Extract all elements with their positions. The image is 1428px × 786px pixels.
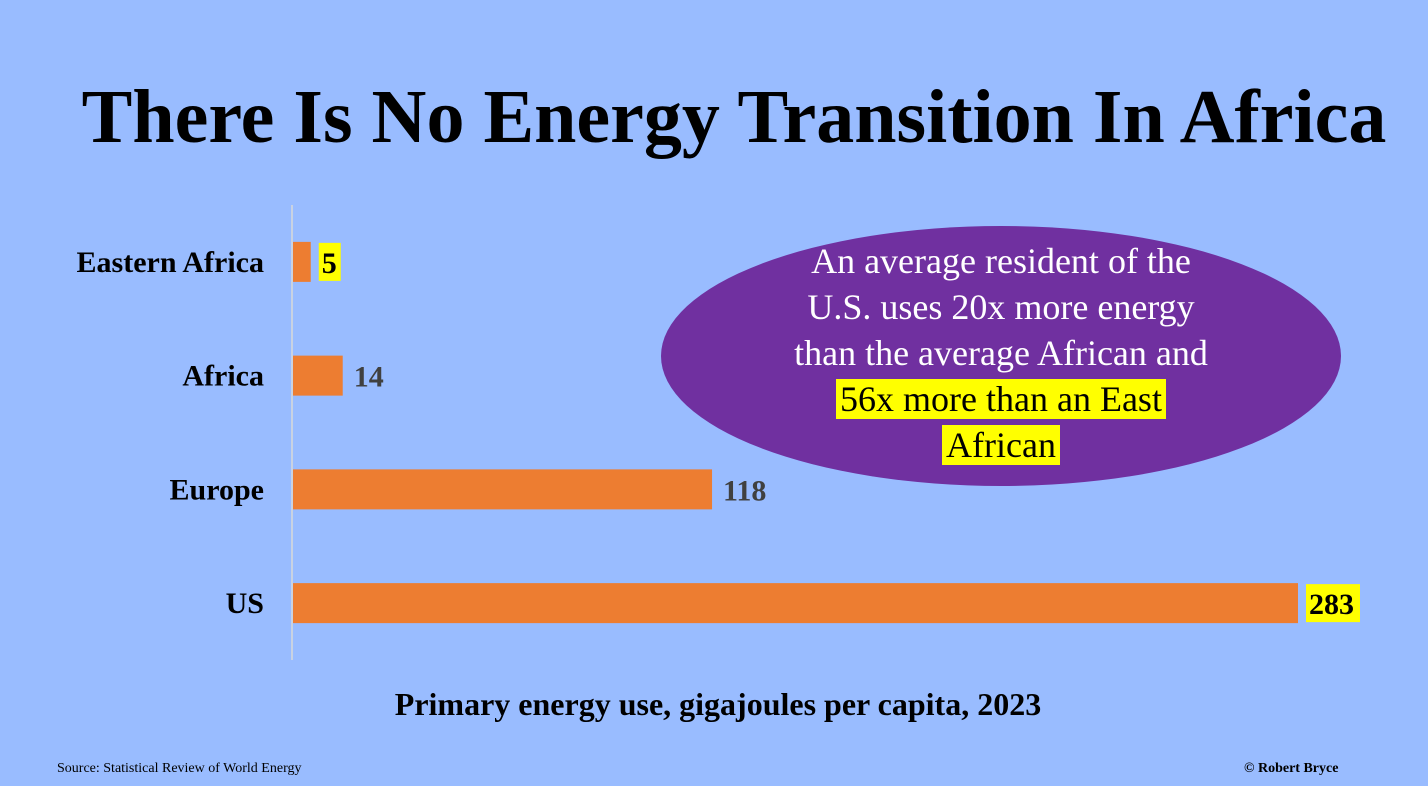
- category-label: US: [226, 587, 264, 620]
- category-label: Eastern Africa: [77, 246, 264, 279]
- copyright-credit: © Robert Bryce: [1244, 761, 1339, 776]
- callout-line-3: than the average African and: [794, 333, 1208, 373]
- bar: [293, 469, 713, 510]
- callout-line-2: U.S. uses 20x more energy: [807, 287, 1195, 327]
- callout-line-4: 56x more than an East: [661, 376, 1341, 422]
- bar: [293, 355, 343, 396]
- bar: [293, 241, 311, 282]
- callout-highlight-1: 56x more than an East: [836, 379, 1166, 419]
- category-label: Africa: [182, 360, 264, 393]
- value-label: 283: [1309, 588, 1354, 621]
- callout-line-5: African: [661, 422, 1341, 468]
- callout-highlight-2: African: [942, 425, 1060, 465]
- value-label-highlight: [318, 242, 341, 281]
- callout-line-1: An average resident of the: [811, 241, 1191, 281]
- value-label: 5: [322, 247, 337, 280]
- value-label: 14: [354, 361, 384, 394]
- value-label: 118: [723, 474, 766, 507]
- category-label: Europe: [170, 473, 264, 506]
- source-note: Source: Statistical Review of World Ener…: [57, 761, 302, 776]
- callout-ellipse: An average resident of the U.S. uses 20x…: [661, 226, 1341, 486]
- value-label-highlight: [1306, 584, 1360, 623]
- x-axis-label: Primary energy use, gigajoules per capit…: [394, 686, 1042, 722]
- chart-title: There Is No Energy Transition In Africa: [81, 75, 1387, 159]
- bar: [293, 583, 1298, 624]
